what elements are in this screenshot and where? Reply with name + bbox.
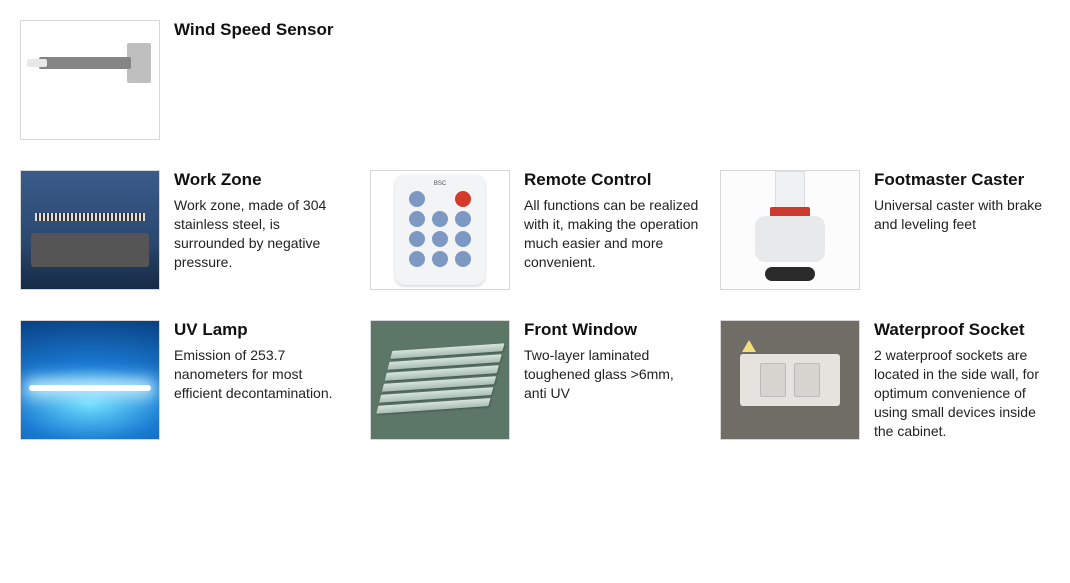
feature-uv-lamp: UV Lamp Emission of 253.7 nanometers for… [20, 320, 350, 440]
work-zone-image [20, 170, 160, 290]
waterproof-socket-image [720, 320, 860, 440]
wind-speed-sensor-title: Wind Speed Sensor [174, 20, 360, 40]
uv-lamp-title: UV Lamp [174, 320, 350, 340]
uv-lamp-image [20, 320, 160, 440]
wind-speed-sensor-image [20, 20, 160, 140]
front-window-text: Front Window Two-layer laminated toughen… [524, 320, 700, 403]
feature-work-zone: Work Zone Work zone, made of 304 stainle… [20, 170, 350, 290]
footmaster-caster-desc: Universal caster with brake and leveling… [874, 196, 1050, 234]
footmaster-caster-text: Footmaster Caster Universal caster with … [874, 170, 1050, 234]
waterproof-socket-title: Waterproof Socket [874, 320, 1050, 340]
feature-footmaster-caster: Footmaster Caster Universal caster with … [720, 170, 1050, 290]
feature-waterproof-socket: Waterproof Socket 2 waterproof sockets a… [720, 320, 1050, 441]
uv-lamp-text: UV Lamp Emission of 253.7 nanometers for… [174, 320, 350, 403]
waterproof-socket-text: Waterproof Socket 2 waterproof sockets a… [874, 320, 1050, 441]
remote-control-text: Remote Control All functions can be real… [524, 170, 700, 272]
work-zone-title: Work Zone [174, 170, 350, 190]
front-window-desc: Two-layer laminated toughened glass >6mm… [524, 346, 700, 403]
feature-row-2: Work Zone Work zone, made of 304 stainle… [20, 170, 1050, 290]
work-zone-desc: Work zone, made of 304 stainless steel, … [174, 196, 350, 272]
uv-lamp-desc: Emission of 253.7 nanometers for most ef… [174, 346, 350, 403]
feature-front-window: Front Window Two-layer laminated toughen… [370, 320, 700, 440]
front-window-image [370, 320, 510, 440]
footmaster-caster-title: Footmaster Caster [874, 170, 1050, 190]
remote-control-title: Remote Control [524, 170, 700, 190]
feature-wind-speed-sensor: Wind Speed Sensor [20, 20, 360, 140]
feature-remote-control: BSC Remote Control All functions can be … [370, 170, 700, 290]
feature-row-3: UV Lamp Emission of 253.7 nanometers for… [20, 320, 1050, 441]
work-zone-text: Work Zone Work zone, made of 304 stainle… [174, 170, 350, 272]
waterproof-socket-desc: 2 waterproof sockets are located in the … [874, 346, 1050, 440]
remote-control-desc: All functions can be realized with it, m… [524, 196, 700, 272]
remote-brand-label: BSC [401, 181, 479, 187]
warning-icon [742, 340, 756, 352]
front-window-title: Front Window [524, 320, 700, 340]
remote-control-image: BSC [370, 170, 510, 290]
footmaster-caster-image [720, 170, 860, 290]
feature-row-1: Wind Speed Sensor [20, 20, 1050, 140]
wind-speed-sensor-text: Wind Speed Sensor [174, 20, 360, 46]
